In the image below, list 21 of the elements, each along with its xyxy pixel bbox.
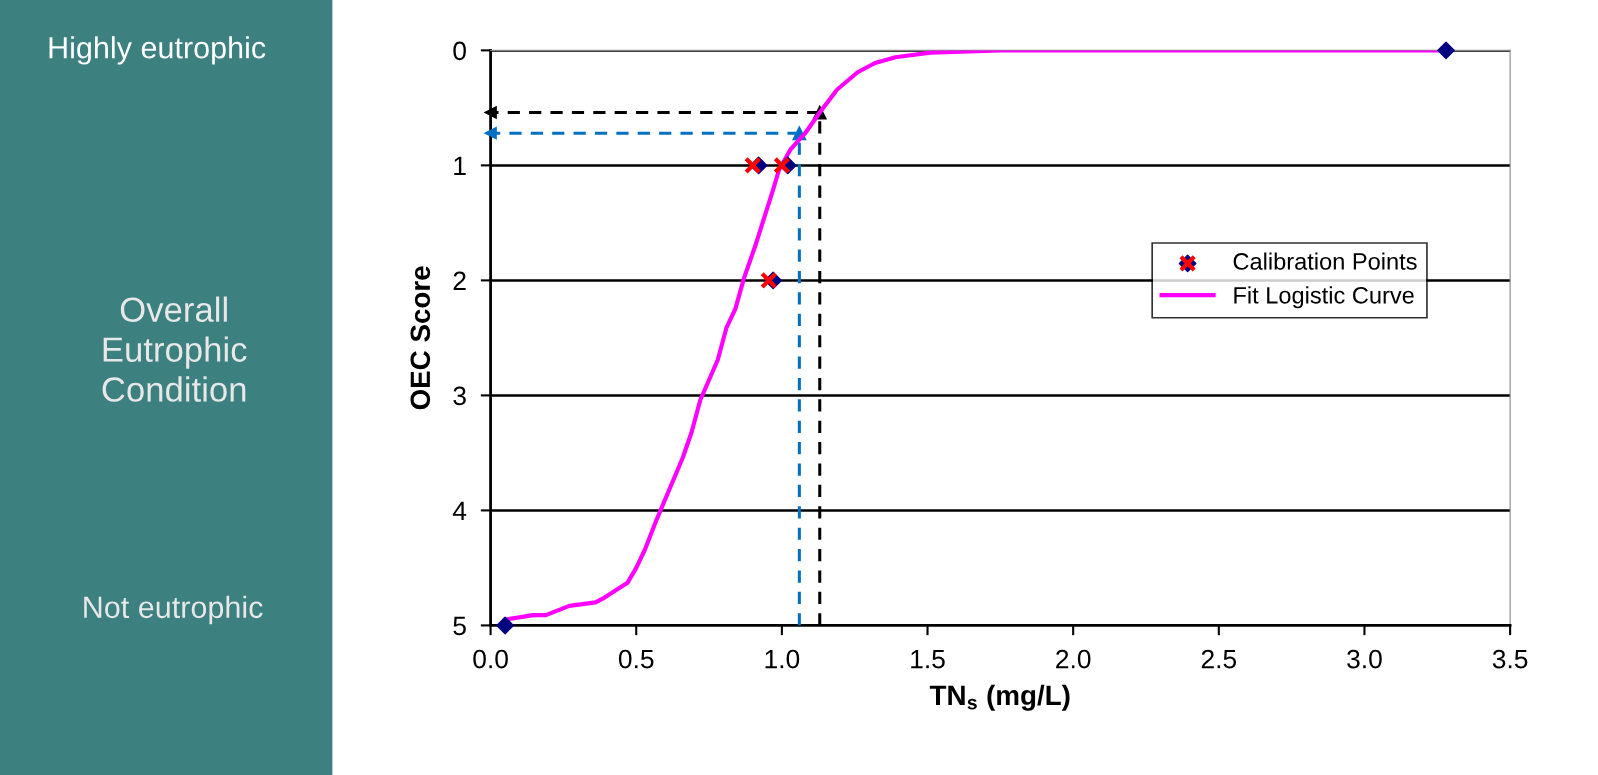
y-tick-label: 3 — [453, 386, 466, 406]
x-axis-title: TN$_{s}$ (mg/L) — [929, 684, 1070, 711]
x-tick-label: 1.0 — [765, 649, 800, 669]
text: Overall Eutrophic Condition — [102, 296, 247, 402]
y-tick-label: 5 — [453, 616, 466, 636]
legend-label: Calibration Points — [1233, 252, 1417, 270]
text: Not eutrophic — [84, 595, 263, 625]
text: Highly eutrophic — [49, 36, 266, 65]
legend-label: Fit Logistic Curve — [1234, 286, 1414, 309]
x-tick-label: 2.5 — [1201, 649, 1237, 669]
x-tick-label: 0.5 — [618, 649, 654, 669]
x-tick-label: 3.5 — [1492, 649, 1528, 669]
y-tick-label: 2 — [453, 271, 466, 290]
x-tick-label: 3.0 — [1347, 649, 1382, 669]
y-tick-label: 0 — [453, 41, 466, 61]
x-tick-label: 2.0 — [1056, 649, 1091, 669]
y-tick-label: 4 — [452, 501, 467, 520]
y-tick-label: 1 — [454, 156, 466, 175]
y-axis-title: OEC Score — [410, 266, 431, 410]
x-tick-label: 1.5 — [911, 650, 945, 669]
x-tick-label: 0.0 — [473, 649, 508, 669]
